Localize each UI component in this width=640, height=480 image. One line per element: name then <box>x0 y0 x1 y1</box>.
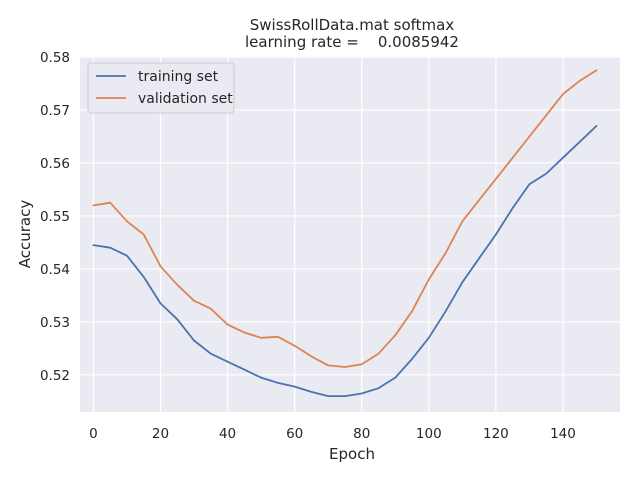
x-tick-label: 140 <box>550 426 576 442</box>
x-tick-label: 100 <box>416 426 442 442</box>
y-tick-label: 0.52 <box>40 368 70 384</box>
series-line-validation-set <box>92 69 598 368</box>
y-tick-label: 0.57 <box>40 103 70 119</box>
x-tick-label: 60 <box>286 426 303 442</box>
x-axis-label: Epoch <box>329 445 375 463</box>
y-tick-label: 0.55 <box>40 209 70 225</box>
series-layer <box>92 69 598 398</box>
grid <box>80 56 620 412</box>
x-tick-label: 80 <box>353 426 370 442</box>
y-tick-label: 0.56 <box>40 156 70 172</box>
y-tick-label: 0.53 <box>40 315 70 331</box>
legend-label-validation: validation set <box>138 91 233 107</box>
series-line-training-set <box>92 125 598 398</box>
chart-subtitle: learning rate = 0.0085942 <box>245 33 459 51</box>
legend: training set validation set <box>87 62 235 114</box>
x-tick-label: 20 <box>152 426 169 442</box>
x-tick-label: 120 <box>483 426 509 442</box>
chart-title: SwissRollData.mat softmax <box>250 16 455 34</box>
legend-label-training: training set <box>138 69 219 85</box>
tick-labels: 0 20 40 60 80 100 120 140 0.52 0.53 0.54 0.55 0.56 0.… <box>40 50 576 442</box>
y-tick-label: 0.58 <box>40 50 70 66</box>
y-axis-label: Accuracy <box>16 200 34 269</box>
plot-background <box>80 57 620 412</box>
x-tick-label: 40 <box>219 426 236 442</box>
x-tick-label: 0 <box>89 426 98 442</box>
y-tick-label: 0.54 <box>40 262 70 278</box>
